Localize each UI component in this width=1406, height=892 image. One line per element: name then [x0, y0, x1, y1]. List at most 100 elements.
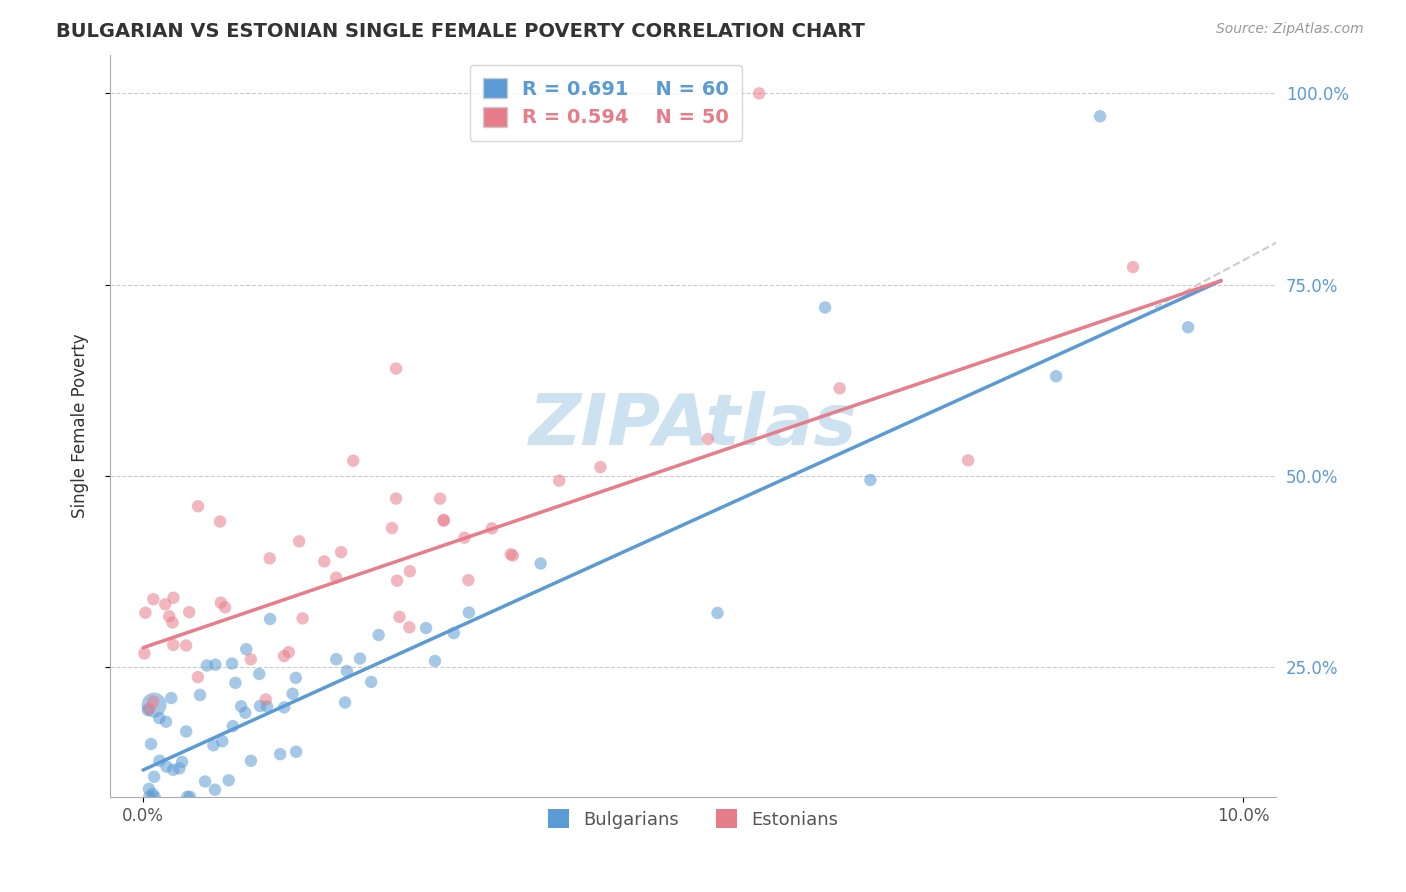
- Point: [333, 696, 356, 710]
- Point: [160, 691, 183, 706]
- Point: [148, 754, 170, 768]
- Point: [706, 606, 728, 620]
- Text: ZIPAtlas: ZIPAtlas: [529, 392, 858, 460]
- Point: [385, 361, 408, 376]
- Point: [162, 615, 184, 630]
- Point: [194, 774, 217, 789]
- Point: [481, 521, 503, 535]
- Point: [155, 714, 177, 729]
- Point: [142, 694, 165, 708]
- Point: [176, 789, 198, 804]
- Point: [141, 787, 163, 801]
- Point: [530, 557, 553, 571]
- Point: [235, 642, 257, 657]
- Point: [284, 671, 307, 685]
- Point: [211, 734, 233, 748]
- Point: [204, 782, 226, 797]
- Point: [288, 534, 311, 549]
- Point: [325, 571, 347, 585]
- Point: [957, 453, 980, 467]
- Point: [218, 773, 240, 788]
- Point: [204, 657, 226, 672]
- Y-axis label: Single Female Poverty: Single Female Poverty: [72, 334, 89, 518]
- Point: [195, 658, 218, 673]
- Point: [828, 381, 851, 395]
- Point: [748, 87, 770, 101]
- Point: [1122, 260, 1144, 274]
- Point: [1045, 369, 1067, 384]
- Point: [239, 652, 262, 666]
- Point: [433, 514, 456, 528]
- Point: [291, 611, 314, 625]
- Point: [499, 547, 522, 561]
- Point: [314, 554, 336, 568]
- Point: [136, 703, 159, 717]
- Point: [277, 645, 299, 659]
- Point: [415, 621, 437, 635]
- Point: [155, 760, 177, 774]
- Point: [134, 647, 156, 661]
- Point: [259, 551, 281, 566]
- Point: [336, 664, 359, 678]
- Point: [187, 500, 209, 514]
- Point: [247, 667, 270, 681]
- Point: [423, 654, 446, 668]
- Point: [381, 521, 404, 535]
- Point: [1088, 109, 1111, 123]
- Text: Source: ZipAtlas.com: Source: ZipAtlas.com: [1216, 22, 1364, 37]
- Point: [138, 789, 160, 804]
- Point: [385, 574, 408, 588]
- Point: [138, 701, 160, 715]
- Point: [399, 564, 422, 578]
- Point: [254, 692, 277, 706]
- Point: [367, 628, 389, 642]
- Point: [221, 657, 243, 671]
- Point: [229, 699, 252, 714]
- Point: [142, 592, 165, 607]
- Point: [249, 698, 271, 713]
- Point: [224, 676, 246, 690]
- Point: [222, 719, 245, 733]
- Text: BULGARIAN VS ESTONIAN SINGLE FEMALE POVERTY CORRELATION CHART: BULGARIAN VS ESTONIAN SINGLE FEMALE POVE…: [56, 22, 865, 41]
- Point: [169, 761, 191, 775]
- Point: [269, 747, 291, 762]
- Point: [162, 638, 184, 652]
- Point: [179, 605, 201, 619]
- Point: [172, 755, 194, 769]
- Point: [429, 491, 451, 506]
- Point: [859, 473, 882, 487]
- Point: [1177, 320, 1199, 334]
- Point: [273, 648, 295, 663]
- Point: [385, 491, 408, 506]
- Point: [281, 687, 304, 701]
- Point: [239, 754, 262, 768]
- Point: [325, 652, 347, 666]
- Point: [330, 545, 353, 559]
- Point: [433, 513, 456, 527]
- Point: [388, 610, 411, 624]
- Point: [398, 620, 420, 634]
- Point: [233, 706, 256, 720]
- Point: [174, 639, 197, 653]
- Point: [157, 609, 180, 624]
- Point: [188, 688, 211, 702]
- Point: [814, 301, 837, 315]
- Point: [453, 531, 475, 545]
- Point: [143, 698, 166, 712]
- Point: [148, 711, 170, 725]
- Point: [162, 591, 184, 605]
- Point: [457, 573, 479, 587]
- Point: [162, 763, 184, 777]
- Point: [697, 432, 720, 446]
- Point: [187, 670, 209, 684]
- Point: [349, 651, 371, 665]
- Point: [179, 789, 201, 804]
- Point: [138, 781, 160, 796]
- Point: [273, 700, 295, 714]
- Point: [174, 724, 197, 739]
- Point: [360, 674, 382, 689]
- Point: [259, 612, 281, 626]
- Point: [139, 737, 162, 751]
- Point: [202, 739, 225, 753]
- Point: [548, 474, 571, 488]
